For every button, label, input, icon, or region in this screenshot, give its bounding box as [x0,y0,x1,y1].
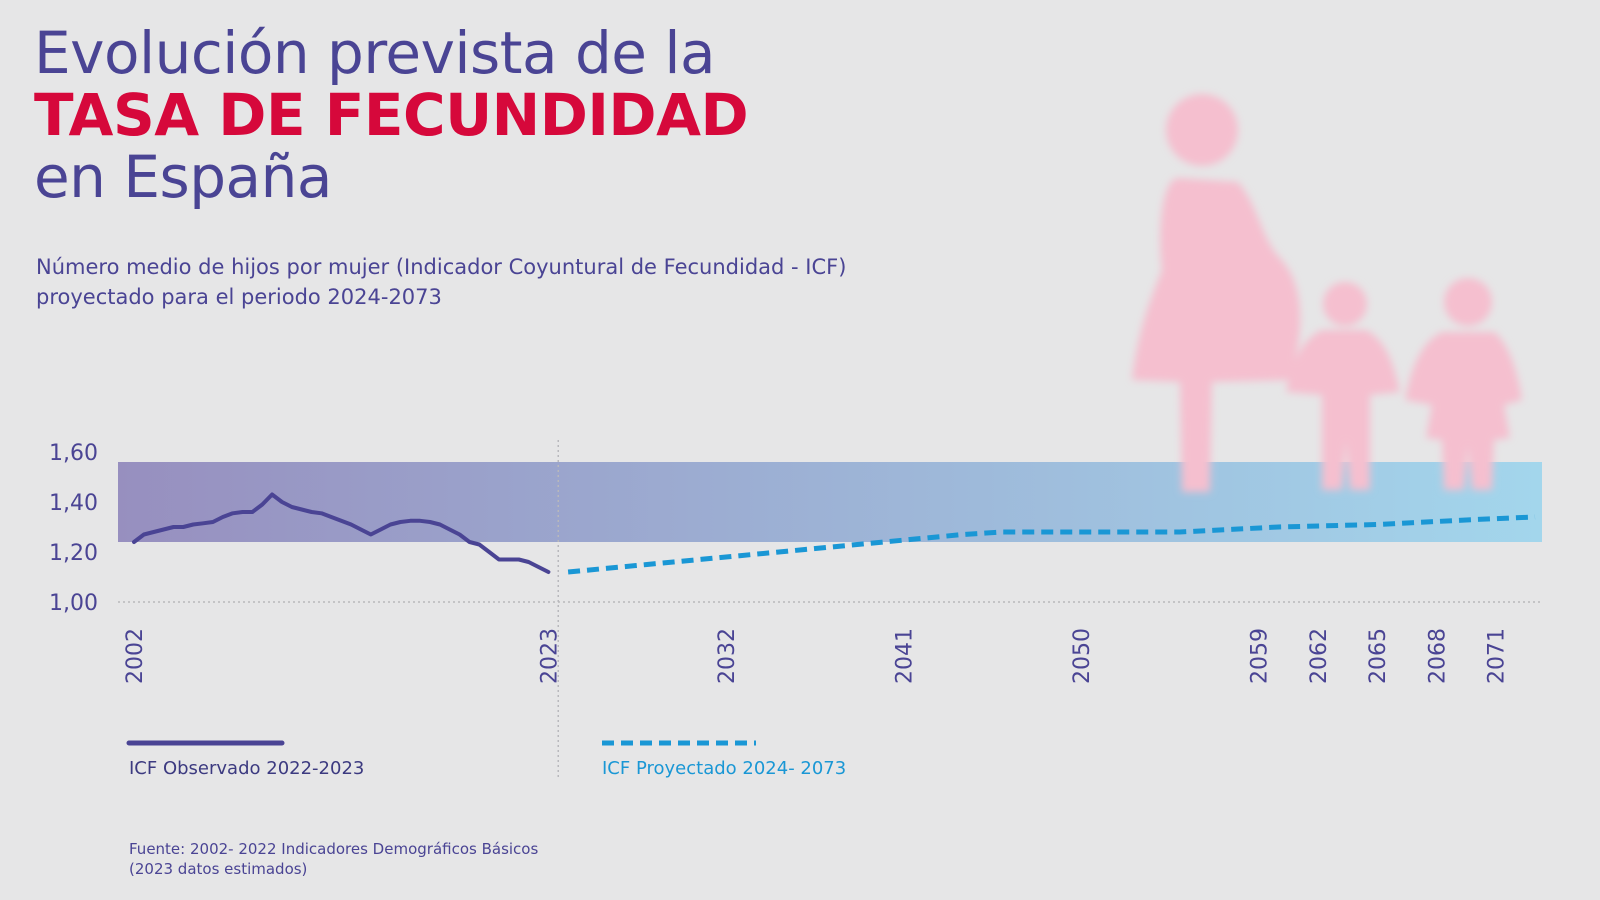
y-tick-label: 1,20 [49,541,98,566]
x-tick-label: 2032 [715,628,740,684]
legend-label-observed: ICF Observado 2022-2023 [129,758,365,779]
y-tick-label: 1,40 [49,491,98,516]
source-line-2: (2023 datos estimados) [129,860,308,878]
x-tick-label: 2071 [1485,628,1510,684]
x-tick-label: 2023 [537,628,562,684]
legend-label-projected: ICF Proyectado 2024- 2073 [602,758,847,779]
x-tick-label: 2062 [1307,628,1332,684]
title-line-3: en España [34,143,332,211]
subtitle-line-2: proyectado para el periodo 2024-2073 [36,285,442,309]
title-line-2: TASA DE FECUNDIDAD [34,81,749,149]
x-tick-label: 2002 [123,628,148,684]
source-note: Fuente: 2002- 2022 Indicadores Demográfi… [129,839,538,879]
family-silhouette-icon [1132,94,1522,492]
x-tick-label: 2068 [1425,628,1450,684]
page-title: Evolución prevista de la TASA DE FECUNDI… [34,19,749,211]
y-tick-label: 1,60 [49,441,98,466]
y-tick-label: 1,00 [49,591,98,616]
chart-subtitle: Número medio de hijos por mujer (Indicad… [36,252,846,312]
title-line-1: Evolución prevista de la [34,19,716,87]
x-tick-label: 2050 [1070,628,1095,684]
source-line-1: Fuente: 2002- 2022 Indicadores Demográfi… [129,840,539,858]
series-line-projected [567,514,1536,575]
x-tick-label: 2059 [1248,628,1273,684]
x-tick-label: 2041 [893,628,918,684]
series-line-observed [132,492,551,574]
x-axis-ticks: 2002 2023 2032 2041 2050 2059 2062 2065 2068 2071 [123,628,1510,684]
x-tick-label: 2065 [1366,628,1391,684]
y-axis-ticks: 1,00 1,20 1,40 1,60 [49,441,98,616]
subtitle-line-1: Número medio de hijos por mujer (Indicad… [36,255,847,279]
